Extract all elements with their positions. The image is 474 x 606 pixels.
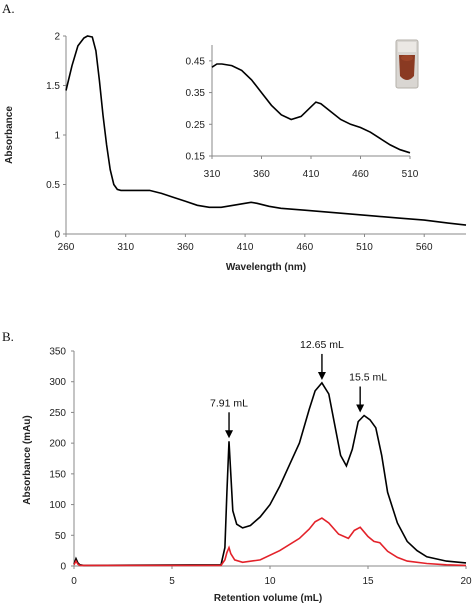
inset-y-tick-labels: 0.15 0.25 0.35 0.45 <box>186 56 212 163</box>
inset-absorbance-line <box>211 63 411 154</box>
a-y-tick-label: 1 <box>54 131 60 142</box>
a-y-tick-label: 0.5 <box>46 180 60 191</box>
b-y-tick-label: 250 <box>49 408 66 419</box>
annotation-arrow-head <box>317 371 326 380</box>
panel-a: A. 260 310 360 410 460 510 560 0 0.5 1 1.5 2 Wavel… <box>2 1 467 273</box>
annotation-arrow-head <box>356 404 365 413</box>
panel-b-label: B. <box>2 329 14 344</box>
a-y-tick-label: 2 <box>54 32 60 43</box>
a-x-tick-label: 310 <box>117 242 134 253</box>
panel-a-y-tick-labels: 0 0.5 1 1.5 2 <box>46 32 66 241</box>
b-x-tick-label: 10 <box>264 576 276 587</box>
i-y-tick-label: 0.15 <box>186 152 206 163</box>
a-x-tick-label: 560 <box>416 242 433 253</box>
i-x-tick-label: 460 <box>352 169 369 180</box>
panel-b-x-tick-labels: 0 5 10 15 20 <box>71 566 472 587</box>
panel-b-black-trace <box>73 381 467 567</box>
a-x-tick-label: 360 <box>177 242 194 253</box>
b-x-tick-label: 15 <box>362 576 374 587</box>
panel-a-absorbance-line <box>65 35 467 226</box>
annotation-label: 7.91 mL <box>210 397 248 409</box>
annotation-label: 12.65 mL <box>300 339 344 351</box>
panel-b-x-axis-label: Retention volume (mL) <box>214 593 322 604</box>
panel-b-y-axis-label: Absorbance (mAu) <box>22 415 33 504</box>
i-x-tick-label: 410 <box>303 169 320 180</box>
a-x-tick-label: 260 <box>58 242 75 253</box>
panel-a-y-axis-label: Absorbance <box>4 106 15 164</box>
panel-a-x-tick-labels: 260 310 360 410 460 510 560 <box>58 234 433 253</box>
a-y-tick-label: 0 <box>54 230 60 241</box>
panel-a-inset: 310 360 410 460 510 0.15 0.25 0.35 0.45 <box>186 39 419 180</box>
panel-a-x-axis-label: Wavelength (nm) <box>226 262 306 273</box>
b-y-tick-label: 350 <box>49 347 66 358</box>
inset-x-tick-labels: 310 360 410 460 510 <box>204 156 419 180</box>
b-x-tick-label: 5 <box>169 576 175 587</box>
i-y-tick-label: 0.25 <box>186 120 206 131</box>
b-y-tick-label: 100 <box>49 500 66 511</box>
b-y-tick-label: 200 <box>49 439 66 450</box>
i-x-tick-label: 360 <box>253 169 270 180</box>
i-y-tick-label: 0.45 <box>186 56 206 67</box>
annotation-label: 15.5 mL <box>349 372 387 384</box>
a-x-tick-label: 510 <box>356 242 373 253</box>
a-x-tick-label: 410 <box>237 242 254 253</box>
b-y-tick-label: 50 <box>55 531 67 542</box>
panel-b-y-tick-labels: 0 50 100 150 200 250 300 350 <box>49 347 74 573</box>
b-y-tick-label: 0 <box>60 562 66 573</box>
i-y-tick-label: 0.35 <box>186 88 206 99</box>
a-x-tick-label: 460 <box>296 242 313 253</box>
i-x-tick-label: 510 <box>402 169 419 180</box>
annotation-arrow-head <box>225 430 234 439</box>
b-x-tick-label: 0 <box>71 576 77 587</box>
i-x-tick-label: 310 <box>204 169 221 180</box>
b-x-tick-label: 20 <box>460 576 472 587</box>
panel-a-label: A. <box>2 1 15 16</box>
b-y-tick-label: 150 <box>49 469 66 480</box>
sample-vial-image <box>395 39 419 89</box>
panel-b: B. 0 5 10 15 20 0 50 100 150 200 250 300 350 Retent… <box>2 329 472 604</box>
b-y-tick-label: 300 <box>49 377 66 388</box>
a-y-tick-label: 1.5 <box>46 81 60 92</box>
panel-b-red-trace <box>73 517 467 567</box>
panel-b-annotations: 7.91 mL 12.65 mL 15.5 mL <box>210 339 387 439</box>
